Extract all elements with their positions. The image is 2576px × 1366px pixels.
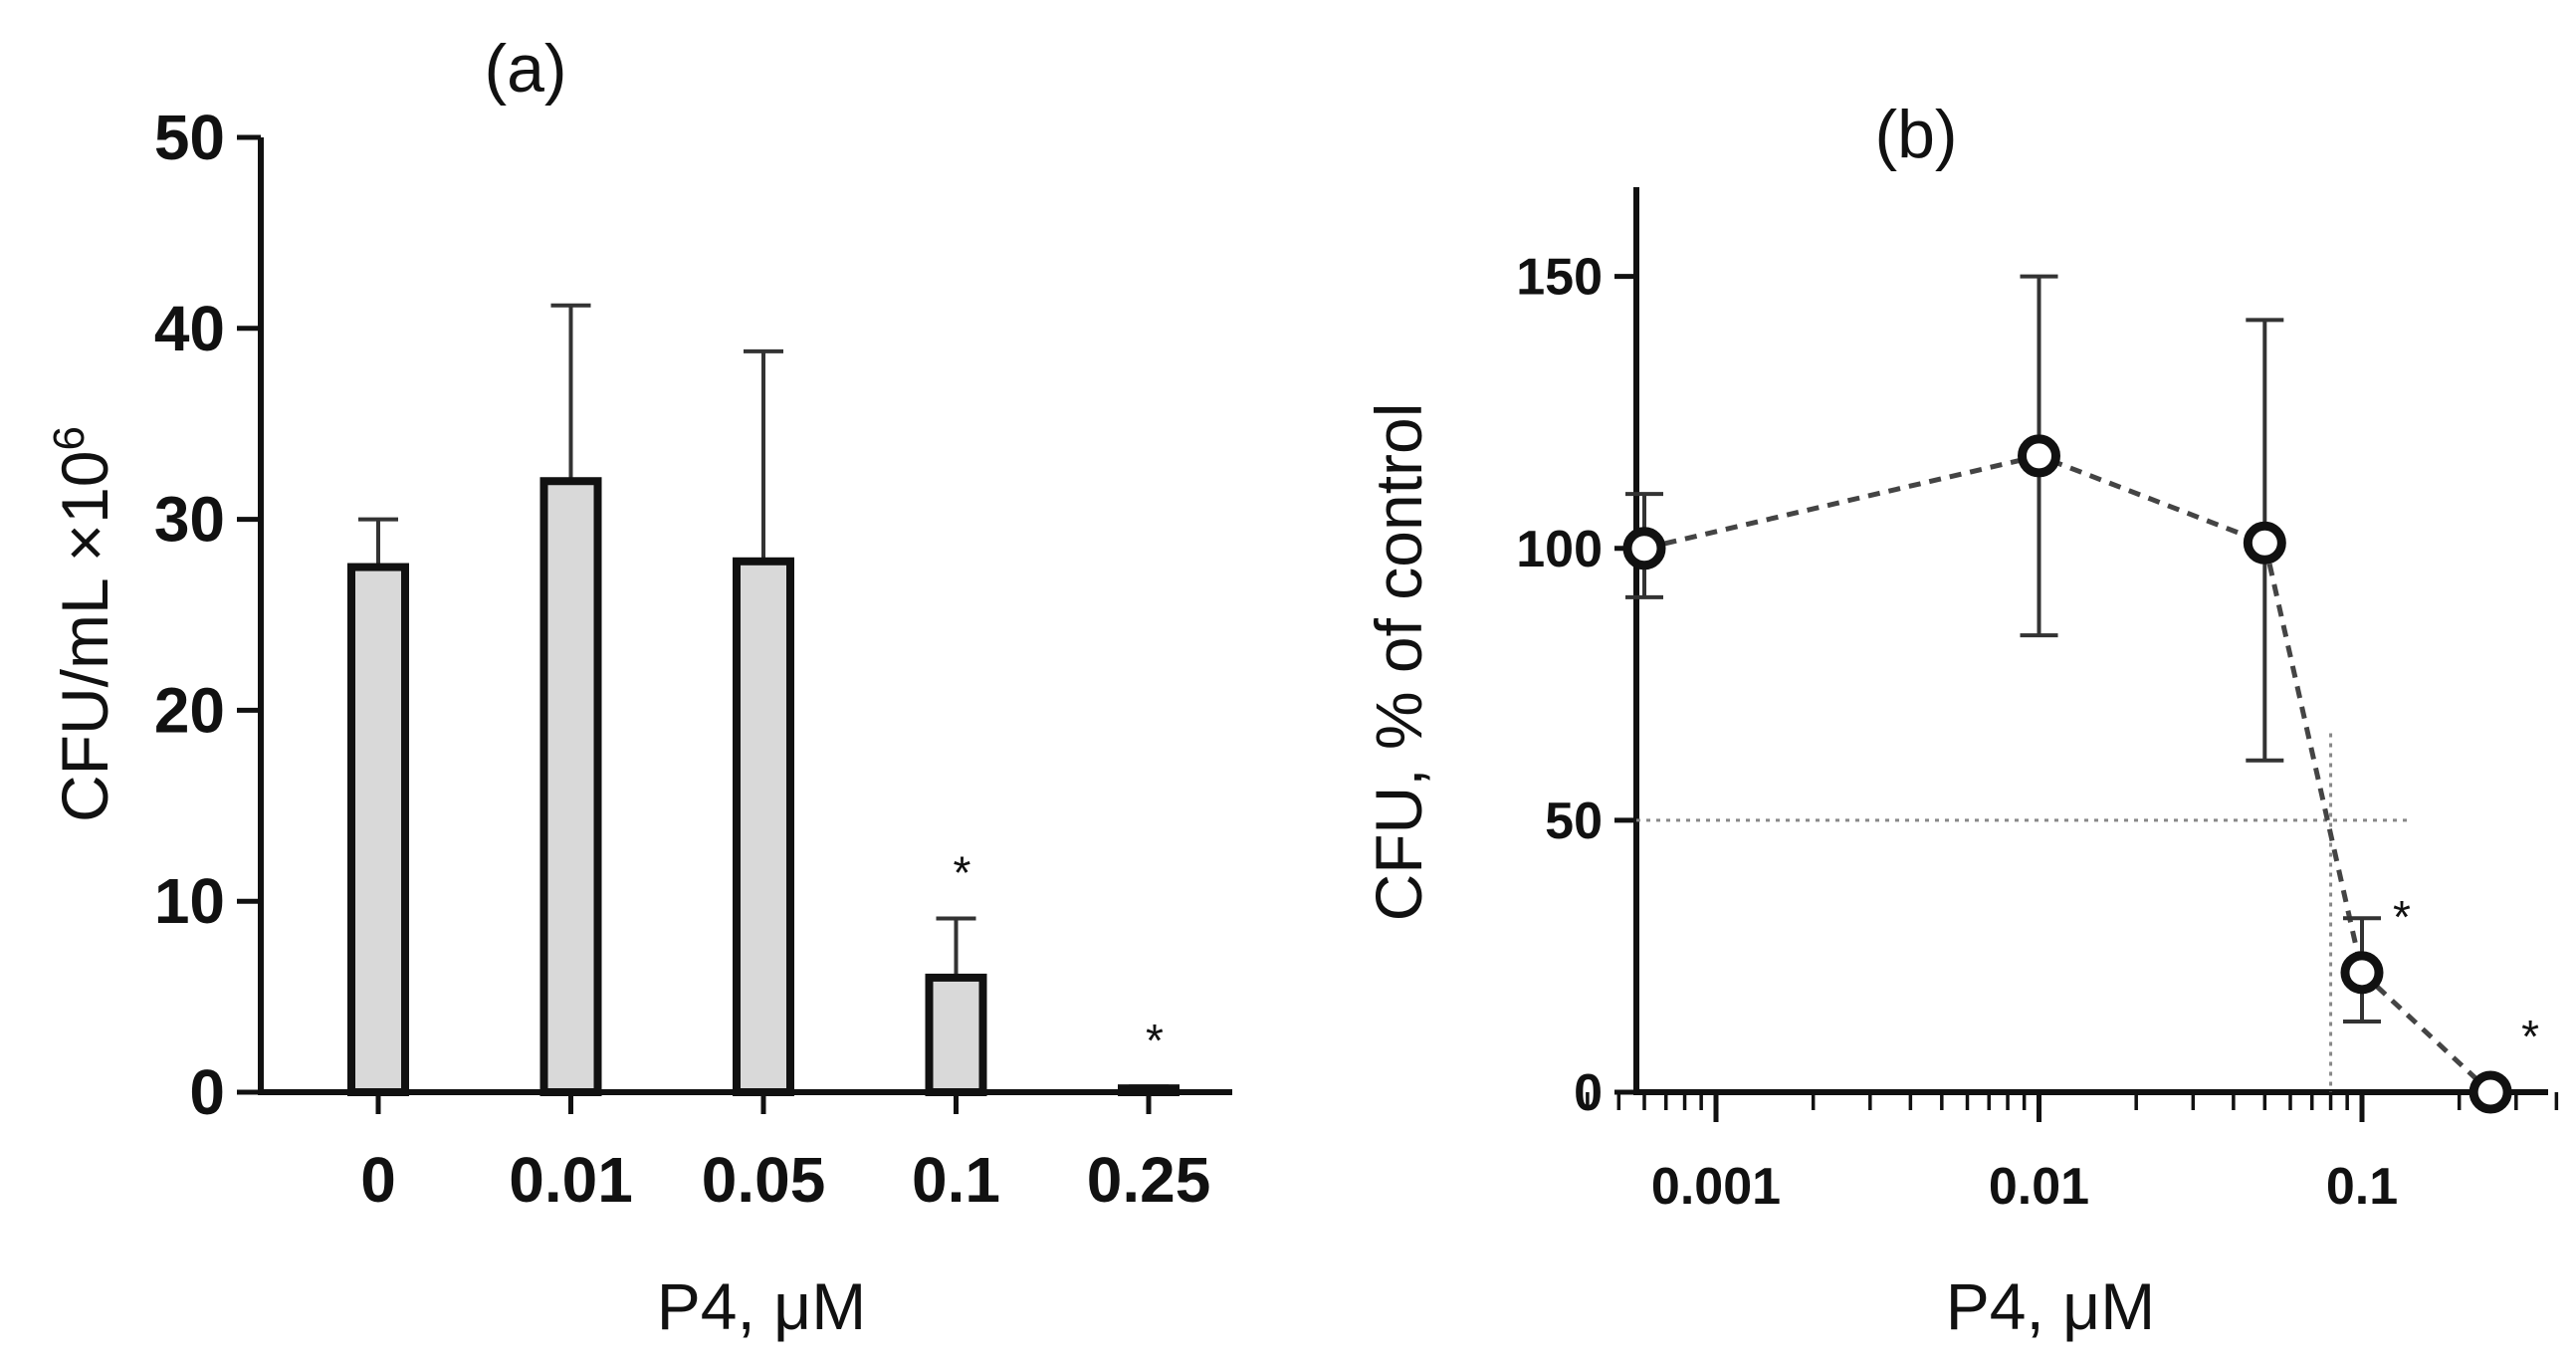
panel-a-bar bbox=[539, 477, 602, 1096]
panel-a-bar-chart: (a) CFU/mL ×106 P4, μM 0 10 20 30 40 50 0 0.01 0… bbox=[45, 31, 1232, 1343]
panel-b-x-tick-label: 0.01 bbox=[1989, 1158, 2089, 1216]
panel-b-data-point bbox=[2340, 951, 2384, 995]
panel-a-title: (a) bbox=[484, 31, 566, 107]
panel-a-significance-star: * bbox=[954, 846, 971, 898]
panel-a-y-tick-label: 30 bbox=[154, 484, 225, 556]
panel-a-y-tick-label: 50 bbox=[154, 102, 225, 173]
panel-b-data-point bbox=[2018, 434, 2060, 478]
panel-b-x-tick-label: 0.1 bbox=[2326, 1158, 2398, 1216]
panel-b-data-point bbox=[2469, 1070, 2512, 1114]
panel-a-bar bbox=[347, 563, 409, 1096]
panel-a-significance-star: * bbox=[1146, 1015, 1164, 1066]
panel-b-x-tick-label: 0.001 bbox=[1651, 1158, 1781, 1216]
panel-b-y-tick-label: 50 bbox=[1545, 793, 1603, 850]
panel-a-x-tick-label: 0 bbox=[360, 1144, 396, 1216]
panel-a-y-tick-label: 20 bbox=[154, 674, 225, 746]
panel-b-significance-star: * bbox=[2521, 1011, 2539, 1062]
panel-a-y-tick-label: 40 bbox=[154, 293, 225, 364]
panel-b-line-chart: (b) CFU, % of control P4, μM 0501001500.… bbox=[1362, 97, 2559, 1343]
panel-b-y-axis-title: CFU, % of control bbox=[1362, 403, 1435, 922]
panel-a-x-tick-label: 0.01 bbox=[509, 1144, 633, 1216]
panel-a-y-tick-label: 0 bbox=[189, 1056, 225, 1128]
panel-b-y-tick-label: 100 bbox=[1516, 521, 1603, 578]
panel-b-significance-star: * bbox=[2393, 891, 2411, 943]
panel-b-title: (b) bbox=[1874, 97, 1957, 172]
panel-b-x-axis-title: P4, μM bbox=[1946, 1269, 2155, 1343]
panel-a-y-axis-title-superscript: 6 bbox=[45, 426, 94, 450]
panel-a-x-tick-label: 0.1 bbox=[912, 1144, 1000, 1216]
panel-b-y-tick-label: 150 bbox=[1516, 249, 1603, 307]
panel-a-x-tick-label: 0.25 bbox=[1087, 1144, 1211, 1216]
panel-a-x-tick-label: 0.05 bbox=[702, 1144, 826, 1216]
panel-a-bar bbox=[1118, 1084, 1180, 1096]
panel-b-data-point bbox=[2243, 521, 2286, 565]
panel-a-y-axis-title-text: CFU/mL ×10 bbox=[48, 450, 121, 822]
panel-a-y-axis-title: CFU/mL ×106 bbox=[45, 426, 121, 822]
panel-a-x-axis-title: P4, μM bbox=[657, 1269, 866, 1343]
panel-b-data-point bbox=[1622, 527, 1666, 570]
panel-a-bar bbox=[733, 557, 794, 1096]
panel-a-bar bbox=[925, 973, 987, 1096]
panel-a-y-tick-label: 10 bbox=[154, 865, 225, 937]
